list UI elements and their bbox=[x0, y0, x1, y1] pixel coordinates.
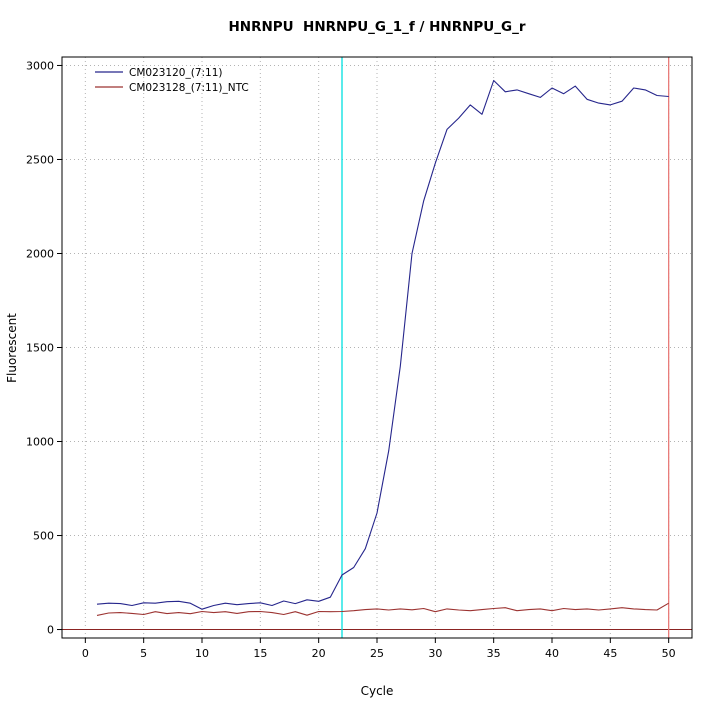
y-axis-title: Fluorescent bbox=[5, 313, 19, 383]
y-tick-label: 3000 bbox=[26, 59, 54, 72]
plot-frame bbox=[61, 56, 693, 639]
series-line-CM023120_(7:11) bbox=[96, 79, 669, 610]
x-tick-label: 45 bbox=[603, 647, 617, 660]
x-tick-label: 10 bbox=[195, 647, 209, 660]
series-line-CM023128_(7:11)_NTC bbox=[96, 602, 669, 616]
x-tick-label: 40 bbox=[545, 647, 559, 660]
chart-title: HNRNPU HNRNPU_G_1_f / HNRNPU_G_r bbox=[228, 19, 525, 35]
x-tick-label: 20 bbox=[312, 647, 326, 660]
y-tick-label: 1000 bbox=[26, 436, 54, 449]
y-tick-label: 2500 bbox=[26, 153, 54, 166]
x-tick-label: 15 bbox=[253, 647, 267, 660]
plot-border bbox=[61, 56, 693, 639]
x-tick-label: 30 bbox=[428, 647, 442, 660]
y-tick-label: 0 bbox=[47, 624, 54, 637]
x-tick-label: 0 bbox=[82, 647, 89, 660]
y-tick-label: 2000 bbox=[26, 247, 54, 260]
legend: CM023120_(7:11) CM023128_(7:11)_NTC bbox=[95, 67, 249, 94]
data-series bbox=[96, 79, 669, 616]
gridlines bbox=[62, 57, 692, 638]
x-axis-title: Cycle bbox=[361, 684, 394, 698]
x-tick-label: 35 bbox=[487, 647, 501, 660]
axis-ticks: 0 5 10 15 20 25 30 35 40 45 5005001000150020002500… bbox=[26, 59, 676, 660]
legend-label: CM023128_(7:11)_NTC bbox=[129, 82, 249, 94]
x-tick-label: 5 bbox=[140, 647, 147, 660]
y-tick-label: 500 bbox=[33, 530, 54, 543]
y-tick-label: 1500 bbox=[26, 342, 54, 355]
x-tick-label: 50 bbox=[662, 647, 676, 660]
reference-lines bbox=[62, 57, 692, 638]
x-tick-label: 25 bbox=[370, 647, 384, 660]
legend-label: CM023120_(7:11) bbox=[129, 67, 223, 79]
